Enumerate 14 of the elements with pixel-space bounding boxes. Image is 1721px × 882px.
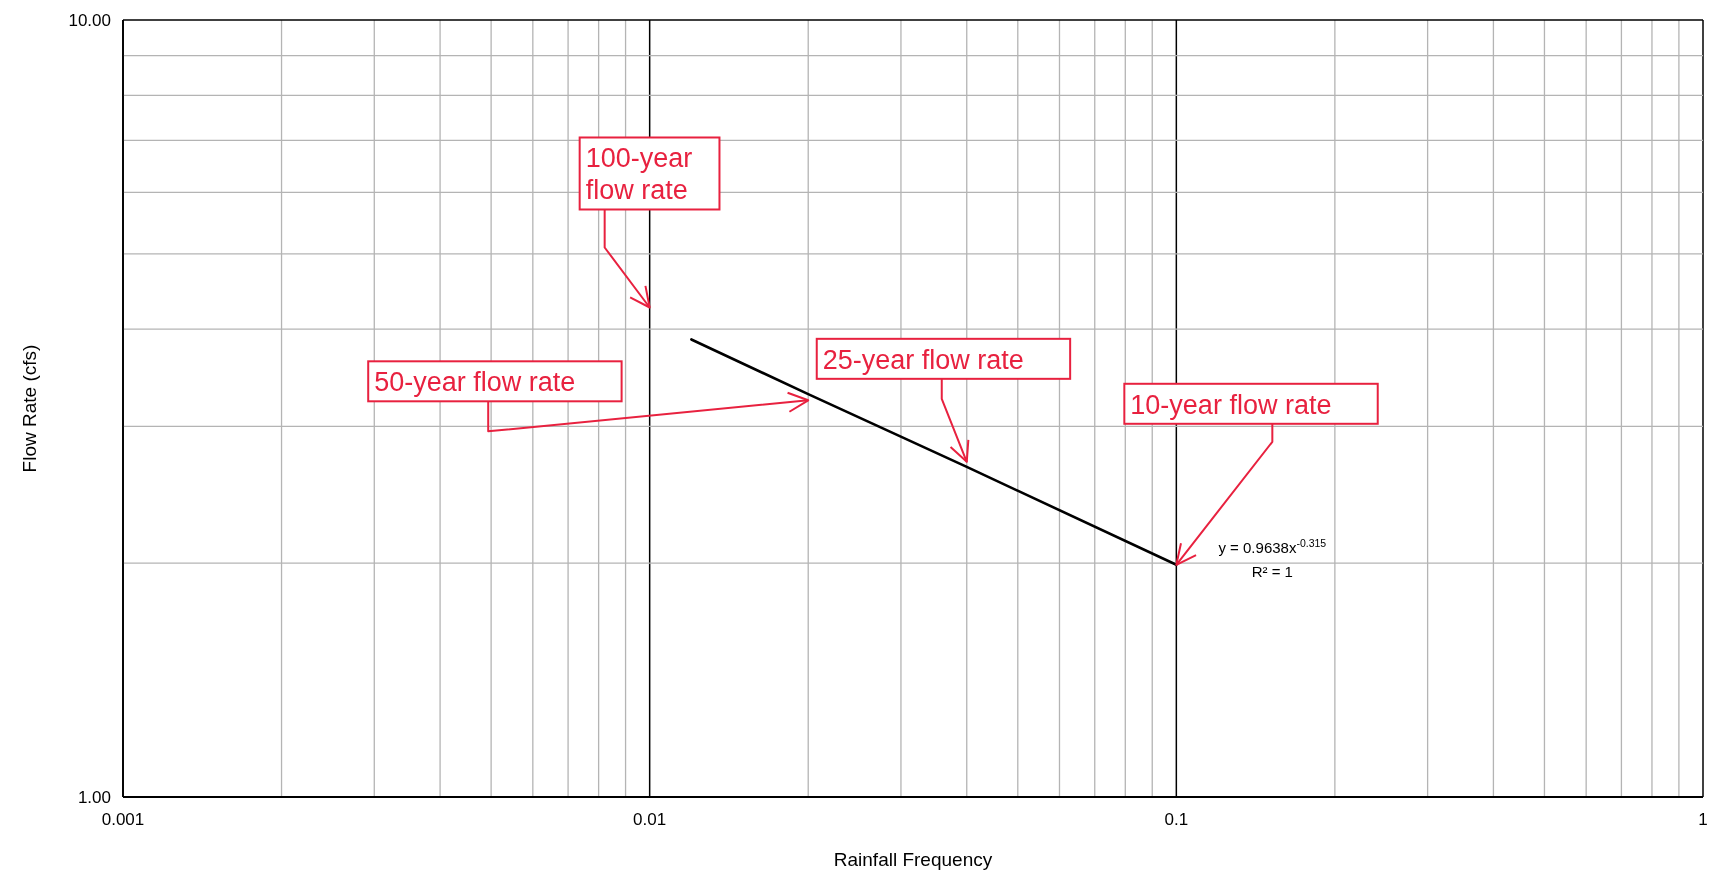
annotation: y = 0.9638x$^{-0.315}$ — [1218, 536, 1327, 556]
x-tick-label: 0.001 — [101, 810, 145, 829]
x-axis-title: Rainfall Frequency — [833, 849, 993, 870]
annotation: 10-year flow rate — [1130, 389, 1332, 420]
annotation: 50-year flow rate — [374, 367, 576, 398]
x-tick-label: 0.01 — [633, 810, 667, 829]
annotation: 100-year flow rate — [585, 143, 693, 206]
y-tick-label: 1.00 — [77, 788, 111, 807]
annotation: R² = 1 — [1251, 562, 1293, 580]
x-tick-label: 1 — [1698, 810, 1708, 829]
x-tick-label: 0.1 — [1164, 810, 1189, 829]
annotation: 25-year flow rate — [822, 344, 1024, 375]
y-axis-title: Flow Rate (cfs) — [19, 344, 40, 473]
y-tick-label: 10.00 — [68, 11, 111, 30]
